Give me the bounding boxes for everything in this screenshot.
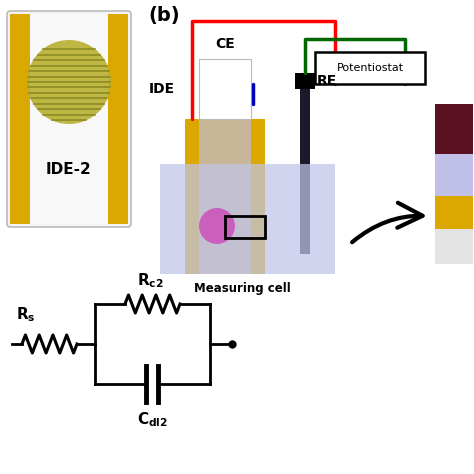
Bar <box>185 119 265 274</box>
Text: IDE-2: IDE-2 <box>46 162 92 176</box>
Text: (b): (b) <box>148 6 180 25</box>
Bar <box>435 104 473 154</box>
Circle shape <box>27 40 111 124</box>
Bar <box>185 119 199 274</box>
Text: RE: RE <box>317 74 337 88</box>
Bar <box>160 164 335 274</box>
Text: Potentiostat: Potentiostat <box>337 63 403 73</box>
Bar <box>199 59 251 119</box>
Circle shape <box>199 208 235 244</box>
Text: Measuring cell: Measuring cell <box>194 282 291 295</box>
Bar <box>199 119 251 274</box>
Bar <box>295 73 315 89</box>
Bar <box>225 216 265 238</box>
Bar <box>251 119 265 274</box>
Text: IDE: IDE <box>149 82 175 96</box>
FancyBboxPatch shape <box>7 11 131 227</box>
Bar <box>108 14 128 224</box>
Text: $\mathbf{R_{c2}}$: $\mathbf{R_{c2}}$ <box>137 271 164 290</box>
Bar <box>10 14 30 224</box>
Bar <box>300 89 310 254</box>
Bar <box>435 154 473 196</box>
Bar <box>30 14 108 224</box>
Bar <box>435 229 473 264</box>
Bar <box>315 52 425 84</box>
Text: $\mathbf{R_s}$: $\mathbf{R_s}$ <box>16 305 36 324</box>
Bar <box>435 196 473 229</box>
Text: $\mathbf{C_{dl2}}$: $\mathbf{C_{dl2}}$ <box>137 410 168 428</box>
Text: CE: CE <box>215 37 235 51</box>
